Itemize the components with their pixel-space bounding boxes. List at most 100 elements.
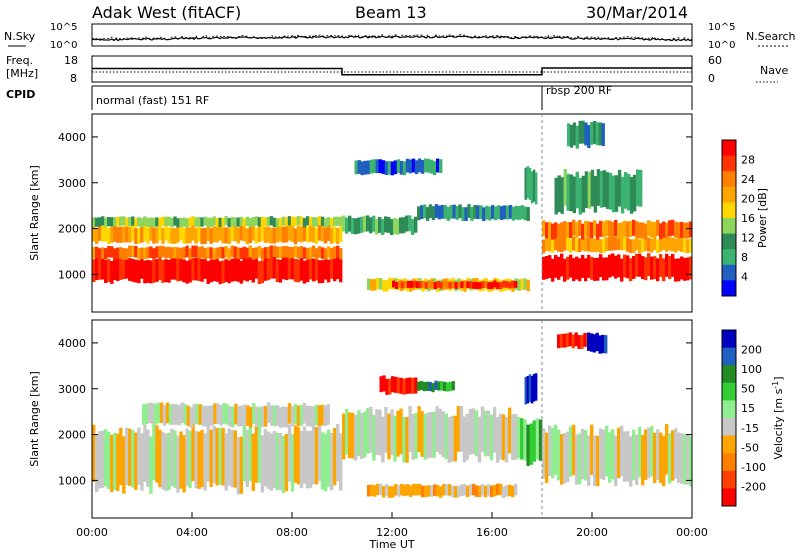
power-colorbar-label: Power [dB]	[756, 188, 769, 248]
power-cell	[191, 216, 195, 226]
power-cell	[665, 238, 669, 252]
power-cell	[514, 205, 519, 220]
velocity-cell	[587, 332, 591, 351]
power-cell	[245, 216, 249, 226]
power-cell	[302, 225, 307, 242]
power-cell	[508, 281, 512, 289]
velocity-cell	[596, 435, 600, 487]
velocity-cell	[601, 334, 605, 354]
power-cell	[629, 220, 633, 237]
power-cell	[472, 281, 476, 289]
power-cell	[161, 227, 165, 244]
power-cell	[155, 227, 159, 244]
power-cell	[227, 248, 231, 260]
velocity-cell	[620, 425, 624, 477]
power-cell	[560, 177, 564, 214]
power-cell	[254, 255, 259, 279]
power-cell	[608, 220, 612, 237]
nave-tick-bottom: 0	[708, 72, 715, 85]
power-panel: 1000 2000 3000 4000 Slant Range [km]	[28, 113, 693, 313]
velocity-cell	[269, 433, 274, 491]
power-cell	[439, 159, 443, 173]
velocity-cell	[439, 486, 443, 498]
velocity-cell	[453, 415, 457, 462]
velocity-cell	[400, 483, 404, 496]
velocity-cell	[442, 484, 446, 496]
power-cell	[395, 282, 399, 289]
power-cell	[149, 246, 153, 258]
velocity-cell	[311, 427, 316, 485]
power-cell	[382, 279, 386, 292]
freq-tick-top: 18	[64, 54, 78, 67]
power-cell	[417, 206, 421, 221]
power-cell	[161, 245, 165, 258]
velocity-cell	[566, 431, 570, 482]
velocity-cell	[465, 414, 470, 460]
power-cell	[197, 217, 201, 227]
colorbar-swatch	[722, 140, 736, 157]
velocity-cell	[511, 485, 515, 498]
velocity-cell	[240, 405, 244, 427]
power-cell	[336, 228, 340, 245]
power-cell	[98, 224, 102, 241]
power-cell	[632, 256, 636, 279]
power-cell	[176, 258, 180, 282]
power-cell	[405, 215, 409, 232]
power-cell	[686, 239, 690, 254]
velocity-cell	[437, 381, 441, 391]
velocity-cell	[423, 413, 427, 460]
power-cell	[563, 169, 567, 206]
power-cell	[348, 215, 352, 232]
power-cell	[620, 176, 625, 214]
power-cell	[311, 258, 316, 282]
power-cell	[143, 225, 147, 242]
velocity-cell	[419, 380, 424, 391]
power-cell	[194, 227, 198, 244]
power-cell	[339, 226, 343, 243]
power-cell	[575, 125, 579, 149]
power-cell	[173, 256, 177, 280]
colorbar-tick: 15	[741, 402, 755, 415]
velocity-cell	[427, 485, 431, 497]
power-cell	[245, 247, 249, 260]
velocity-cell	[92, 424, 96, 482]
power-cell	[194, 217, 198, 227]
velocity-cell	[177, 404, 182, 426]
power-cell	[420, 205, 424, 219]
power-cell	[248, 227, 252, 243]
power-cell	[372, 215, 376, 232]
velocity-cell	[188, 430, 192, 489]
power-cell	[272, 245, 277, 257]
power-cell	[396, 218, 400, 235]
power-cell	[281, 256, 286, 280]
power-cell	[284, 217, 289, 227]
power-cell	[528, 167, 532, 200]
power-cell	[587, 254, 591, 278]
power-cell	[251, 247, 255, 260]
power-cell	[236, 217, 240, 227]
colorbar-tick: 4	[741, 271, 748, 284]
power-cell	[578, 258, 582, 282]
velocity-cell	[604, 335, 608, 354]
power-cell	[296, 216, 301, 226]
power-cell	[185, 245, 189, 258]
velocity-cell	[311, 406, 315, 427]
power-cell	[385, 280, 389, 292]
power-cell	[668, 256, 672, 279]
velocity-cell	[436, 484, 440, 497]
power-cell	[647, 253, 651, 277]
velocity-cell	[284, 434, 289, 492]
velocity-cell	[441, 411, 445, 458]
velocity-cell	[152, 423, 156, 481]
velocity-cell	[246, 405, 250, 426]
power-cell	[224, 259, 228, 282]
velocity-cell	[314, 427, 319, 485]
power-cell	[437, 205, 442, 220]
power-cell	[323, 256, 328, 280]
velocity-cell	[629, 436, 633, 487]
power-cell	[360, 161, 364, 176]
power-cell	[575, 256, 579, 280]
velocity-cell	[562, 333, 567, 348]
power-cell	[191, 245, 195, 257]
power-cell	[626, 173, 631, 211]
